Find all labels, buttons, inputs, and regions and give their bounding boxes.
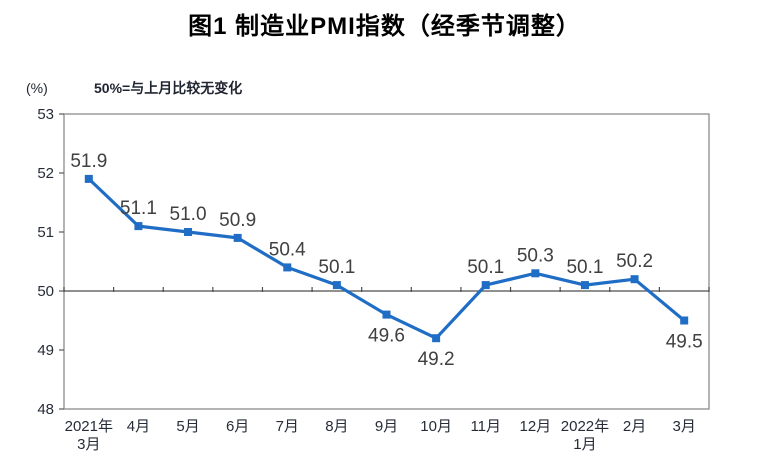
x-axis-label: 8月 [325,418,348,435]
x-axis-label: 12月 [520,418,552,435]
data-point-label: 50.3 [517,245,554,266]
x-axis-label: 2月 [623,418,646,435]
y-axis-tick-label: 52 [37,165,54,182]
x-axis-label: 3月 [673,418,696,435]
y-axis-tick-label: 50 [37,283,54,300]
data-point-label: 50.9 [219,210,256,231]
data-point-marker [680,316,689,325]
x-axis-label: 4月 [127,418,150,435]
data-point-label: 49.2 [418,349,455,370]
data-point-label: 50.1 [566,257,603,278]
data-point-label: 49.5 [666,332,703,353]
reference-line-annotation: 50%=与上月比较无变化 [94,80,243,96]
data-point-marker [630,275,639,284]
data-point-label: 51.0 [170,204,207,225]
y-axis-tick-label: 48 [37,401,54,418]
y-axis-tick-label: 49 [37,342,54,359]
plot-border [63,113,710,410]
x-axis-label: 2022年 1月 [561,418,609,453]
chart-title: 图1 制造业PMI指数（经季节调整） [188,13,581,40]
data-point-marker [283,263,292,272]
data-point-marker [580,281,589,290]
x-axis-label: 7月 [276,418,299,435]
data-point-label: 51.1 [120,198,157,219]
data-point-label: 50.4 [269,239,306,260]
x-axis-label: 6月 [226,418,249,435]
data-point-label: 50.2 [616,251,653,272]
x-axis-label: 2021年 3月 [65,418,113,453]
data-point-marker [233,233,242,242]
data-point-marker [481,281,490,290]
y-axis-unit-label: (%) [26,80,48,96]
data-point-label: 51.9 [70,151,107,172]
data-point-marker [134,222,143,231]
x-axis-label: 10月 [420,418,452,435]
data-point-marker [332,281,341,290]
data-point-marker [531,269,540,278]
data-point-label: 50.1 [467,257,504,278]
x-axis-label: 5月 [176,418,199,435]
data-point-marker [184,228,193,236]
data-point-label: 50.1 [318,257,355,278]
x-axis-label: 11月 [470,418,501,435]
x-axis-label: 9月 [375,418,398,435]
y-axis-tick-label: 51 [37,224,54,241]
data-point-marker [432,334,441,343]
data-point-marker [382,310,391,319]
y-axis-tick-label: 53 [37,106,54,123]
data-point-marker [84,174,93,183]
data-point-label: 49.6 [368,326,405,347]
